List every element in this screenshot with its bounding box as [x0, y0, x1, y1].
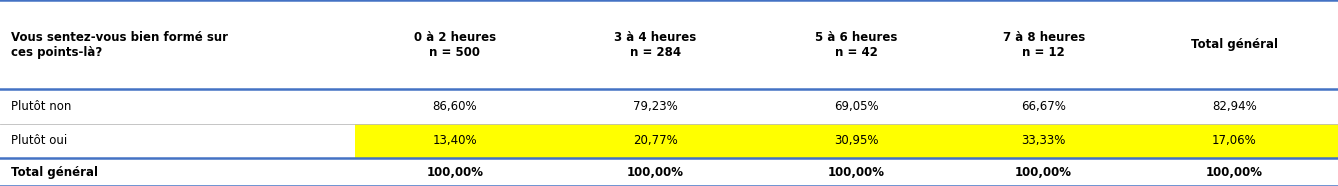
Bar — [555, 124, 756, 158]
Text: 79,23%: 79,23% — [633, 100, 678, 113]
Bar — [355, 124, 555, 158]
Bar — [957, 124, 1131, 158]
Text: 20,77%: 20,77% — [633, 134, 678, 147]
Text: Plutôt oui: Plutôt oui — [11, 134, 67, 147]
Text: 100,00%: 100,00% — [427, 166, 483, 179]
Text: 66,67%: 66,67% — [1021, 100, 1066, 113]
Text: Plutôt non: Plutôt non — [11, 100, 71, 113]
Text: 30,95%: 30,95% — [834, 134, 879, 147]
Text: Total général: Total général — [11, 166, 98, 179]
Text: 33,33%: 33,33% — [1021, 134, 1066, 147]
Text: 69,05%: 69,05% — [834, 100, 879, 113]
Text: Vous sentez-vous bien formé sur
ces points-là?: Vous sentez-vous bien formé sur ces poin… — [11, 31, 227, 59]
Text: 17,06%: 17,06% — [1212, 134, 1256, 147]
Text: 82,94%: 82,94% — [1212, 100, 1256, 113]
Bar — [1131, 124, 1338, 158]
Text: 0 à 2 heures
n = 500: 0 à 2 heures n = 500 — [413, 31, 496, 59]
Text: 86,60%: 86,60% — [432, 100, 478, 113]
Text: 13,40%: 13,40% — [432, 134, 478, 147]
Text: Total général: Total général — [1191, 38, 1278, 51]
Text: 3 à 4 heures
n = 284: 3 à 4 heures n = 284 — [614, 31, 697, 59]
Text: 100,00%: 100,00% — [828, 166, 884, 179]
Text: 100,00%: 100,00% — [1016, 166, 1072, 179]
Bar — [756, 124, 957, 158]
Text: 7 à 8 heures
n = 12: 7 à 8 heures n = 12 — [1002, 31, 1085, 59]
Text: 100,00%: 100,00% — [628, 166, 684, 179]
Text: 5 à 6 heures
n = 42: 5 à 6 heures n = 42 — [815, 31, 898, 59]
Text: 100,00%: 100,00% — [1206, 166, 1263, 179]
